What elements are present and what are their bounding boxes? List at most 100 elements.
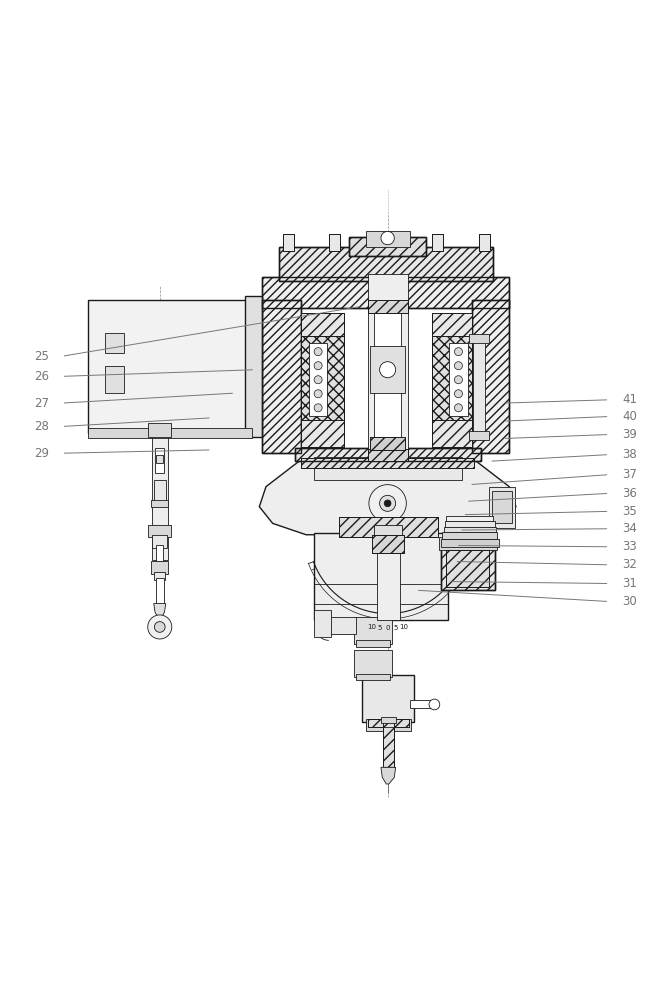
Bar <box>339 517 437 537</box>
Bar <box>383 721 394 767</box>
Bar <box>370 437 405 450</box>
Bar <box>479 234 490 251</box>
Bar <box>329 234 340 251</box>
Bar <box>368 274 408 461</box>
Text: 5: 5 <box>377 625 382 631</box>
Bar <box>262 300 301 453</box>
Bar <box>432 234 443 251</box>
Bar <box>366 231 410 247</box>
Bar <box>283 234 294 251</box>
Bar <box>439 537 497 550</box>
Bar <box>262 277 509 308</box>
Bar <box>301 313 344 447</box>
Bar <box>411 700 437 708</box>
Bar <box>314 533 448 620</box>
Text: 10: 10 <box>399 624 409 630</box>
Text: 5: 5 <box>394 625 398 631</box>
Text: 32: 32 <box>622 558 637 571</box>
Circle shape <box>454 404 462 412</box>
Bar <box>374 525 403 535</box>
Text: 33: 33 <box>622 540 637 553</box>
Bar <box>368 300 408 313</box>
Circle shape <box>369 485 407 522</box>
Bar <box>262 300 301 453</box>
Bar <box>329 617 356 634</box>
Bar <box>295 448 481 461</box>
Bar <box>283 234 294 251</box>
Text: 31: 31 <box>622 577 637 590</box>
Bar <box>148 525 171 537</box>
Text: 35: 35 <box>622 505 637 518</box>
Text: 0: 0 <box>385 625 390 631</box>
Bar <box>383 721 394 767</box>
Bar <box>356 674 391 680</box>
Bar <box>479 234 490 251</box>
Bar <box>89 300 252 433</box>
Bar <box>368 300 408 313</box>
Bar <box>349 237 425 256</box>
Text: 28: 28 <box>34 420 49 433</box>
Bar <box>469 431 489 440</box>
Bar <box>446 550 489 587</box>
Circle shape <box>454 376 462 384</box>
Circle shape <box>314 348 322 356</box>
Bar <box>446 550 489 587</box>
Text: 34: 34 <box>622 522 637 535</box>
Bar <box>442 532 497 539</box>
Circle shape <box>314 404 322 412</box>
Circle shape <box>154 622 165 632</box>
Bar <box>301 336 344 420</box>
Bar <box>368 449 408 461</box>
Circle shape <box>381 231 395 245</box>
Bar <box>356 640 391 647</box>
Circle shape <box>380 495 396 511</box>
Bar <box>314 610 331 637</box>
Bar <box>445 521 495 527</box>
Circle shape <box>380 362 396 378</box>
Bar <box>381 717 396 723</box>
Bar <box>156 545 163 561</box>
Circle shape <box>314 390 322 398</box>
Bar <box>151 561 168 574</box>
Bar <box>278 247 493 281</box>
Bar <box>301 336 344 420</box>
Text: 25: 25 <box>34 350 49 363</box>
Bar <box>472 300 509 453</box>
Bar <box>469 334 489 343</box>
Text: 39: 39 <box>622 428 637 441</box>
Bar <box>156 455 163 463</box>
Circle shape <box>454 362 462 370</box>
Bar <box>154 480 166 503</box>
Bar <box>262 277 509 308</box>
Bar <box>354 650 393 677</box>
Bar <box>441 539 499 547</box>
Bar <box>246 296 262 437</box>
Circle shape <box>384 500 391 507</box>
Text: 30: 30 <box>622 595 637 608</box>
Bar <box>105 366 123 393</box>
Bar <box>152 430 168 560</box>
Circle shape <box>454 390 462 398</box>
Text: 40: 40 <box>622 410 637 423</box>
Bar <box>154 572 165 580</box>
Bar <box>372 535 405 553</box>
Bar <box>377 552 400 620</box>
Bar <box>441 547 495 590</box>
Bar <box>301 313 344 447</box>
Text: 29: 29 <box>34 447 49 460</box>
Bar <box>155 448 164 473</box>
Bar <box>492 491 512 523</box>
Text: 36: 36 <box>622 487 637 500</box>
Circle shape <box>148 615 172 639</box>
Bar <box>370 437 405 450</box>
Bar <box>366 719 411 731</box>
Text: 38: 38 <box>622 448 637 461</box>
Bar <box>278 247 493 281</box>
Bar <box>314 457 462 480</box>
Bar <box>432 313 472 447</box>
Bar <box>368 719 409 727</box>
Bar <box>473 336 485 437</box>
Text: 10: 10 <box>367 624 376 630</box>
Circle shape <box>314 362 322 370</box>
Polygon shape <box>154 604 166 617</box>
